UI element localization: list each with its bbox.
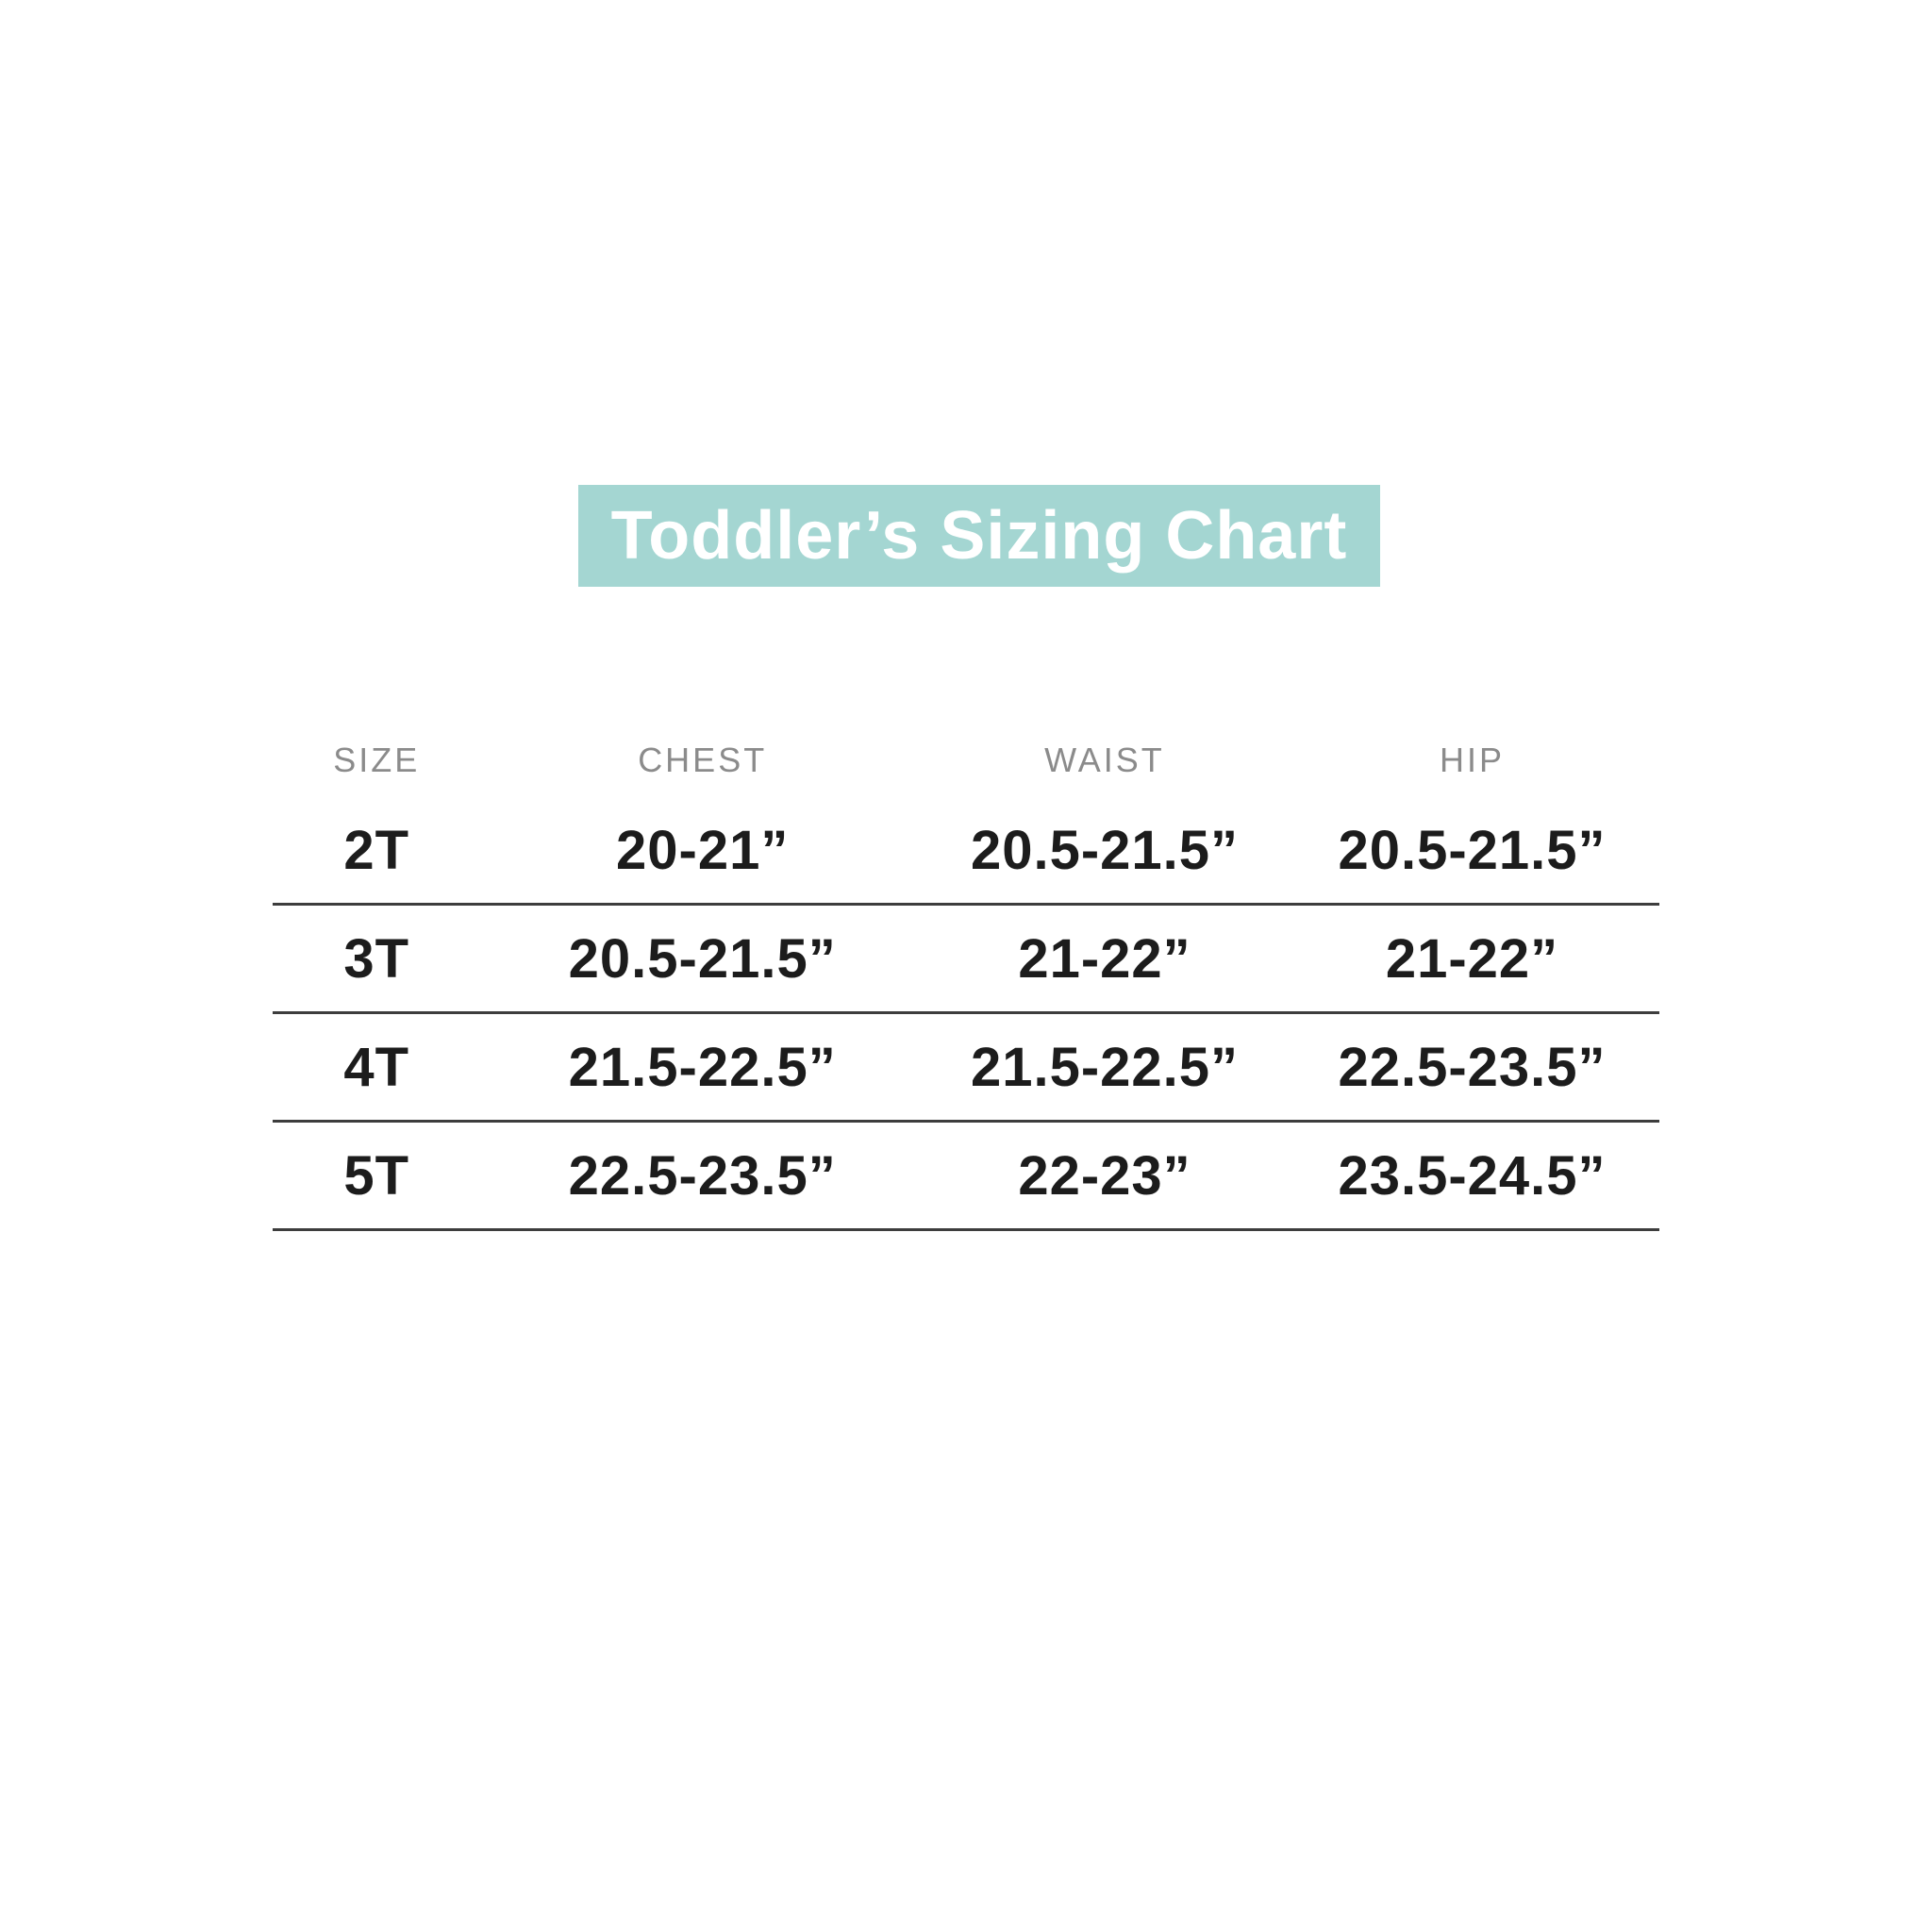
cell-waist: 21.5-22.5” xyxy=(970,1036,1240,1098)
cell-size: 4T xyxy=(343,1036,410,1098)
cell-waist: 21-22” xyxy=(1018,927,1191,990)
cell-size: 3T xyxy=(343,927,410,990)
column-header-waist: WAIST xyxy=(1044,741,1165,779)
sizing-table: SIZE CHEST WAIST HIP 2T 20-21” 20.5-21.5… xyxy=(273,724,1659,1231)
cell-waist: 22-23” xyxy=(1018,1144,1191,1207)
cell-chest: 21.5-22.5” xyxy=(568,1036,837,1098)
cell-chest: 22.5-23.5” xyxy=(568,1144,837,1207)
table-row-3t: 3T 20.5-21.5” 21-22” 21-22” xyxy=(273,906,1659,1014)
cell-hip: 21-22” xyxy=(1385,927,1559,990)
cell-chest: 20-21” xyxy=(616,819,790,881)
cell-hip: 23.5-24.5” xyxy=(1338,1144,1607,1207)
page-title: Toddler’s Sizing Chart xyxy=(610,498,1348,574)
cell-chest: 20.5-21.5” xyxy=(568,927,837,990)
table-row-2t: 2T 20-21” 20.5-21.5” 20.5-21.5” xyxy=(273,797,1659,906)
title-band: Toddler’s Sizing Chart xyxy=(578,485,1380,587)
cell-hip: 22.5-23.5” xyxy=(1338,1036,1607,1098)
table-row-5t: 5T 22.5-23.5” 22-23” 23.5-24.5” xyxy=(273,1123,1659,1231)
table-header-row: SIZE CHEST WAIST HIP xyxy=(273,724,1659,797)
cell-hip: 20.5-21.5” xyxy=(1338,819,1607,881)
column-header-hip: HIP xyxy=(1440,741,1506,779)
table-row-4t: 4T 21.5-22.5” 21.5-22.5” 22.5-23.5” xyxy=(273,1014,1659,1123)
column-header-chest: CHEST xyxy=(638,741,768,779)
cell-size: 5T xyxy=(343,1144,410,1207)
cell-size: 2T xyxy=(343,819,410,881)
cell-waist: 20.5-21.5” xyxy=(970,819,1240,881)
column-header-size: SIZE xyxy=(333,741,421,779)
